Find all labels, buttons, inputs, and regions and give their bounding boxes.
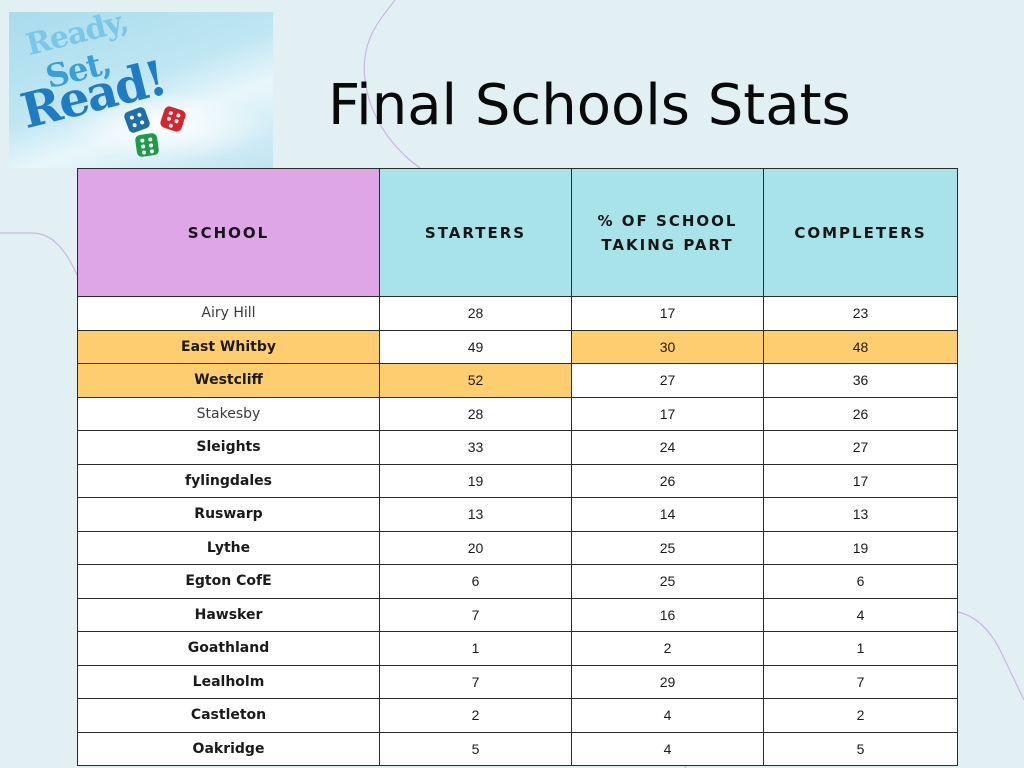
cell-starters: 28: [379, 296, 572, 331]
cell-completers: 19: [763, 530, 958, 565]
header-pct-line2: TAKING PART: [601, 235, 734, 254]
page-title: Final Schools Stats: [328, 73, 851, 138]
table-header-row: SCHOOL STARTERS % OF SCHOOL TAKING PART …: [77, 168, 958, 297]
table-row: Lythe 20 25 19: [77, 530, 958, 565]
table-row: fylingdales 19 26 17: [77, 463, 958, 498]
cell-completers: 6: [763, 564, 958, 599]
cell-starters: 20: [379, 530, 572, 565]
cell-pct: 25: [571, 530, 764, 565]
cell-starters: 6: [379, 564, 572, 599]
cell-school: Airy Hill: [77, 296, 380, 331]
cell-starters: 49: [379, 329, 572, 364]
cell-completers: 17: [763, 463, 958, 498]
cell-completers: 1: [763, 631, 958, 666]
cell-completers: 27: [763, 430, 958, 465]
cell-school: Egton CofE: [77, 564, 380, 599]
cell-starters: 13: [379, 497, 572, 532]
table-row: Egton CofE 6 25 6: [77, 564, 958, 599]
table-row: Hawsker 7 16 4: [77, 597, 958, 632]
cell-starters: 52: [379, 363, 572, 398]
cell-pct: 17: [571, 296, 764, 331]
cell-pct: 16: [571, 597, 764, 632]
cell-pct: 30: [571, 329, 764, 364]
cell-school: Sleights: [77, 430, 380, 465]
table-row: Stakesby 28 17 26: [77, 396, 958, 431]
cell-pct: 17: [571, 396, 764, 431]
cell-completers: 7: [763, 664, 958, 699]
cell-completers: 26: [763, 396, 958, 431]
cell-school: Hawsker: [77, 597, 380, 632]
cell-completers: 36: [763, 363, 958, 398]
cell-pct: 4: [571, 698, 764, 733]
cell-starters: 7: [379, 664, 572, 699]
cell-pct: 25: [571, 564, 764, 599]
cell-pct: 29: [571, 664, 764, 699]
cell-completers: 5: [763, 731, 958, 766]
cell-starters: 5: [379, 731, 572, 766]
table-row: Castleton 2 4 2: [77, 698, 958, 733]
cell-pct: 24: [571, 430, 764, 465]
cell-pct: 2: [571, 631, 764, 666]
ready-set-read-logo: Ready, Set, Read!: [9, 12, 273, 168]
table-row: Goathland 1 2 1: [77, 631, 958, 666]
cell-pct: 26: [571, 463, 764, 498]
cell-starters: 33: [379, 430, 572, 465]
cell-school: East Whitby: [77, 329, 380, 364]
cell-completers: 23: [763, 296, 958, 331]
table-row: East Whitby 49 30 48: [77, 329, 958, 364]
cell-school: Lythe: [77, 530, 380, 565]
cell-starters: 7: [379, 597, 572, 632]
cell-completers: 2: [763, 698, 958, 733]
cell-school: Westcliff: [77, 363, 380, 398]
header-starters: STARTERS: [379, 168, 572, 297]
dice-icon: [134, 132, 160, 158]
cell-school: Castleton: [77, 698, 380, 733]
cell-school: Oakridge: [77, 731, 380, 766]
cell-pct: 4: [571, 731, 764, 766]
table-row: Sleights 33 24 27: [77, 430, 958, 465]
header-completers: COMPLETERS: [763, 168, 958, 297]
table-row: Ruswarp 13 14 13: [77, 497, 958, 532]
cell-pct: 27: [571, 363, 764, 398]
table-row: Westcliff 52 27 36: [77, 363, 958, 398]
cell-completers: 48: [763, 329, 958, 364]
cell-school: Lealholm: [77, 664, 380, 699]
cell-completers: 4: [763, 597, 958, 632]
cell-school: Goathland: [77, 631, 380, 666]
header-pct-line1: % OF SCHOOL: [597, 211, 738, 230]
schools-stats-table: SCHOOL STARTERS % OF SCHOOL TAKING PART …: [77, 168, 958, 766]
table-row: Airy Hill 28 17 23: [77, 296, 958, 331]
header-pct-taking-part: % OF SCHOOL TAKING PART: [571, 168, 764, 297]
cell-school: fylingdales: [77, 463, 380, 498]
table-row: Lealholm 7 29 7: [77, 664, 958, 699]
header-school: SCHOOL: [77, 168, 380, 297]
cell-starters: 1: [379, 631, 572, 666]
cell-starters: 2: [379, 698, 572, 733]
cell-starters: 28: [379, 396, 572, 431]
cell-starters: 19: [379, 463, 572, 498]
cell-completers: 13: [763, 497, 958, 532]
cell-school: Stakesby: [77, 396, 380, 431]
cell-school: Ruswarp: [77, 497, 380, 532]
table-row: Oakridge 5 4 5: [77, 731, 958, 766]
cell-pct: 14: [571, 497, 764, 532]
